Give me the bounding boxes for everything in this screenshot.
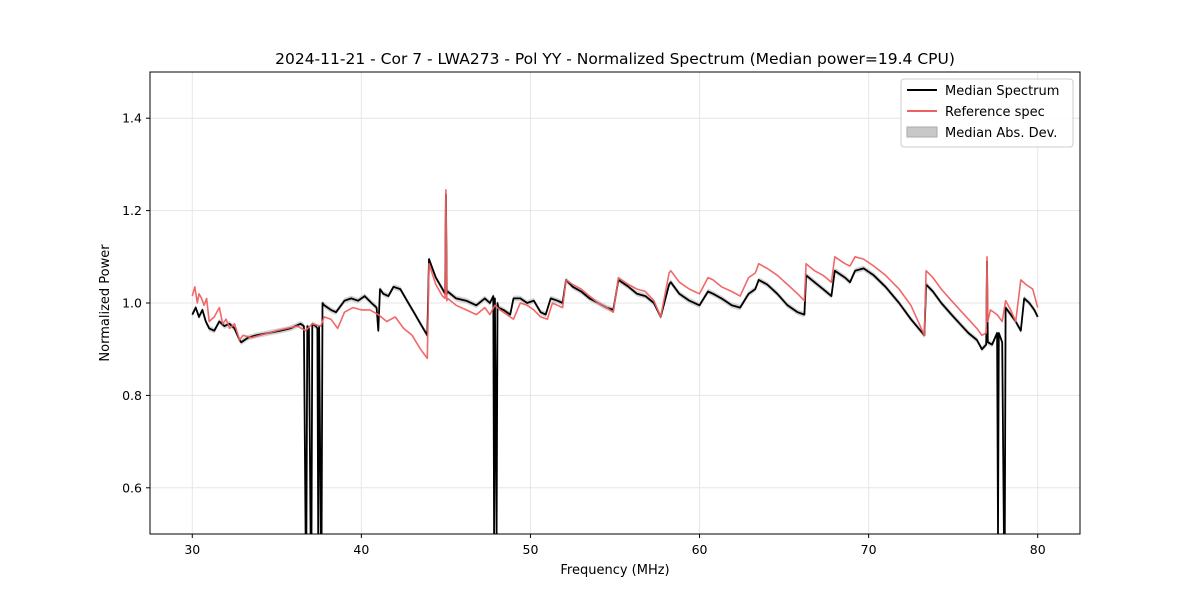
x-tick-label: 40: [353, 542, 369, 557]
median-spectrum-line: [191, 193, 1039, 534]
y-axis-label: Normalized Power: [98, 244, 113, 362]
x-axis-label: Frequency (MHz): [560, 563, 669, 578]
y-tick-label: 1.2: [122, 203, 142, 218]
x-tick-label: 30: [184, 542, 200, 557]
axis-ticks: 30 40 50 60 70 80 0.6 0.8 1.0 1.2 1.4: [122, 111, 1046, 557]
plot-area: 30 40 50 60 70 80 0.6 0.8 1.0 1.2 1.4: [122, 71, 1081, 557]
legend-label-reference: Reference spec: [945, 105, 1045, 120]
chart-title: 2024-11-21 - Cor 7 - LWA273 - Pol YY - N…: [275, 50, 955, 68]
y-tick-label: 1.0: [122, 296, 142, 311]
y-tick-label: 0.8: [122, 388, 142, 403]
x-tick-label: 60: [692, 542, 708, 557]
y-tick-label: 1.4: [122, 111, 142, 126]
data-series: [191, 189, 1039, 534]
y-tick-label: 0.6: [122, 480, 142, 495]
reference-spectrum-line: [191, 189, 1039, 360]
legend: Median Spectrum Reference spec Median Ab…: [900, 78, 1074, 148]
x-tick-label: 70: [861, 542, 877, 557]
x-tick-label: 80: [1030, 542, 1046, 557]
x-tick-label: 50: [523, 542, 539, 557]
legend-label-median: Median Spectrum: [945, 84, 1059, 99]
legend-box: [900, 78, 1074, 148]
legend-swatch-mad: [906, 126, 938, 138]
legend-label-mad: Median Abs. Dev.: [945, 126, 1057, 141]
